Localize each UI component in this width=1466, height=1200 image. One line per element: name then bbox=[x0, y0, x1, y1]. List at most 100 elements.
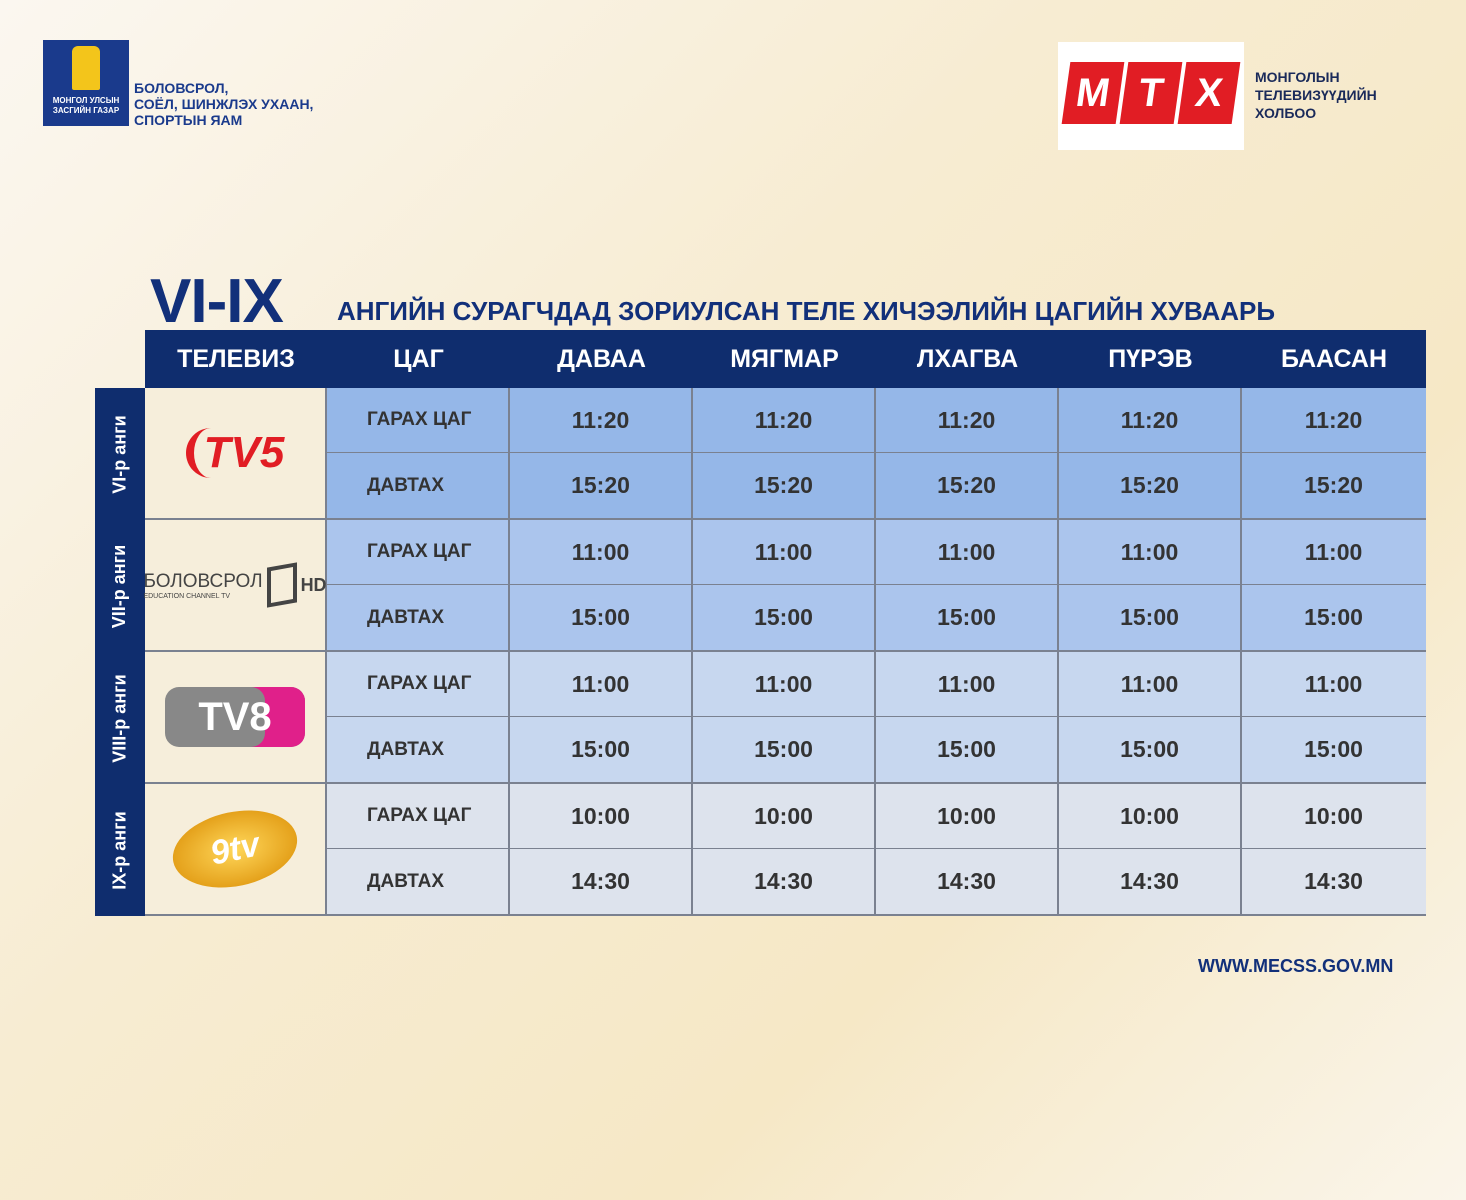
channel-name: БОЛОВСРОЛ bbox=[143, 570, 263, 592]
time-cell: 15:00 bbox=[1304, 604, 1363, 630]
channel-logo: TV8 bbox=[145, 652, 327, 782]
time-cell: 15:00 bbox=[876, 585, 1059, 650]
time-cell: 15:00 bbox=[693, 585, 876, 650]
time-cell: 10:00 bbox=[693, 784, 876, 848]
time-cell: 11:00 bbox=[876, 520, 1059, 584]
time-cell: 10:00 bbox=[876, 784, 1059, 848]
time-block: ГАРАХ ЦАГ 11:00 11:00 11:00 11:00 11:00 ДАВТАХ… bbox=[327, 652, 1426, 782]
time-cell: 15:20 bbox=[510, 453, 693, 518]
channel-sub: EDUCATION CHANNEL TV bbox=[143, 592, 231, 600]
grade-text: VI-р анги bbox=[109, 414, 130, 494]
time-type-label: ГАРАХ ЦАГ bbox=[327, 652, 510, 716]
time-cell: 11:20 bbox=[1059, 388, 1242, 452]
header-thursday: ПҮРЭВ bbox=[1108, 344, 1193, 373]
boloovsrol-logo: БОЛОВСРОЛ EDUCATION CHANNEL TV HD bbox=[143, 562, 327, 608]
time-block: ГАРАХ ЦАГ 11:00 11:00 11:00 11:00 11:00 ДАВТАХ… bbox=[327, 520, 1426, 650]
tv5-logo: TV5 bbox=[185, 428, 284, 478]
grade-text: VII-р анги bbox=[109, 544, 130, 628]
schedule-title: АНГИЙН СУРАГЧДАД ЗОРИУЛСАН ТЕЛЕ ХИЧЭЭЛИЙ… bbox=[337, 296, 1276, 326]
grade-text: VIII-р анги bbox=[109, 673, 130, 763]
time-type-label: ДАВТАХ bbox=[327, 453, 510, 518]
time-cell: 11:20 bbox=[693, 388, 876, 452]
repeat-row: ДАВТАХ 15:20 15:20 15:20 15:20 15:20 bbox=[327, 453, 1426, 518]
time-type-label: ДАВТАХ bbox=[327, 717, 510, 782]
hd-label: HD bbox=[300, 574, 327, 595]
time-cell: 11:00 bbox=[876, 652, 1059, 716]
time-type-label: ГАРАХ ЦАГ bbox=[327, 388, 510, 452]
time-cell: 11:00 bbox=[693, 520, 876, 584]
repeat-row: ДАВТАХ 15:00 15:00 15:00 15:00 15:00 bbox=[327, 585, 1426, 650]
time-cell: 11:20 bbox=[510, 388, 693, 452]
grade-label: VIII-р анги bbox=[95, 652, 145, 784]
mtx-letter: Х bbox=[1177, 62, 1241, 124]
time-cell: 11:00 bbox=[510, 652, 693, 716]
mtx-letter: Т bbox=[1119, 62, 1183, 124]
table-row: TV5 ГАРАХ ЦАГ 11:20 11:20 11:20 11:20 11:20 ДАВ… bbox=[145, 388, 1426, 520]
time-block: ГАРАХ ЦАГ 10:00 10:00 10:00 10:00 10:00 ДАВТАХ… bbox=[327, 784, 1426, 914]
time-cell: 11:20 bbox=[1304, 406, 1363, 433]
time-cell: 11:00 bbox=[1059, 520, 1242, 584]
time-type-label: ГАРАХ ЦАГ bbox=[327, 784, 510, 848]
website-url: WWW.MECSS.GOV.MN bbox=[1198, 956, 1394, 976]
repeat-row: ДАВТАХ 14:30 14:30 14:30 14:30 14:30 bbox=[327, 849, 1426, 914]
premiere-row: ГАРАХ ЦАГ 11:20 11:20 11:20 11:20 11:20 bbox=[327, 388, 1426, 453]
time-cell: 11:00 bbox=[1304, 670, 1363, 697]
time-cell: 15:00 bbox=[876, 717, 1059, 782]
grade-label: IX-р анги bbox=[95, 784, 145, 916]
time-cell: 15:20 bbox=[1059, 453, 1242, 518]
header-time: ЦАГ bbox=[393, 344, 444, 373]
premiere-row: ГАРАХ ЦАГ 11:00 11:00 11:00 11:00 11:00 bbox=[327, 652, 1426, 717]
channel-logo: БОЛОВСРОЛ EDUCATION CHANNEL TV HD bbox=[143, 520, 327, 650]
grade-label: VII-р анги bbox=[95, 520, 145, 652]
time-cell: 10:00 bbox=[1304, 802, 1363, 829]
time-cell: 11:20 bbox=[876, 388, 1059, 452]
channel-text: БОЛОВСРОЛ EDUCATION CHANNEL TV bbox=[143, 571, 262, 600]
grade-text: IX-р анги bbox=[109, 810, 130, 890]
header-friday: БААСАН bbox=[1280, 344, 1388, 373]
header-tuesday: МЯГМАР bbox=[730, 344, 839, 373]
time-cell: 11:00 bbox=[510, 520, 693, 584]
mtx-name: МОНГОЛЫН ТЕЛЕВИЗҮҮДИЙН ХОЛБОО bbox=[1255, 69, 1377, 121]
time-cell: 15:00 bbox=[1304, 736, 1363, 762]
header-wednesday: ЛХАГВА bbox=[916, 344, 1019, 373]
soyombo-icon bbox=[72, 46, 100, 90]
time-cell: 15:20 bbox=[876, 453, 1059, 518]
channel-logo: TV5 bbox=[145, 388, 327, 518]
time-cell: 14:30 bbox=[693, 849, 876, 914]
mtx-letter: М bbox=[1061, 62, 1125, 124]
tv8-logo: TV8 bbox=[165, 687, 305, 747]
header-monday: ДАВАА bbox=[557, 344, 646, 373]
grade-label: VI-р анги bbox=[95, 388, 145, 520]
time-cell: 10:00 bbox=[510, 784, 693, 848]
table-row: БОЛОВСРОЛ EDUCATION CHANNEL TV HD ГАРАХ ЦАГ… bbox=[143, 520, 1426, 652]
table-row: 9tv ГАРАХ ЦАГ 10:00 10:00 10:00 10:00 10:00 ДАВ… bbox=[145, 784, 1426, 916]
e-icon bbox=[266, 562, 297, 608]
time-cell: 15:20 bbox=[1304, 472, 1363, 498]
time-cell: 14:30 bbox=[1059, 849, 1242, 914]
time-cell: 15:20 bbox=[693, 453, 876, 518]
time-type-label: ДАВТАХ bbox=[327, 849, 510, 914]
time-cell: 11:00 bbox=[1059, 652, 1242, 716]
grade-column: VI-р анги VII-р анги VIII-р анги IX-р анги bbox=[95, 388, 145, 916]
time-cell: 11:00 bbox=[693, 652, 876, 716]
repeat-row: ДАВТАХ 15:00 15:00 15:00 15:00 15:00 bbox=[327, 717, 1426, 782]
time-cell: 10:00 bbox=[1059, 784, 1242, 848]
schedule-table: TV5 ГАРАХ ЦАГ 11:20 11:20 11:20 11:20 11:20 ДАВ… bbox=[143, 388, 1426, 916]
mtx-logo: М Т Х bbox=[1058, 42, 1244, 150]
premiere-row: ГАРАХ ЦАГ 10:00 10:00 10:00 10:00 10:00 bbox=[327, 784, 1426, 849]
time-block: ГАРАХ ЦАГ 11:20 11:20 11:20 11:20 11:20 ДАВТАХ… bbox=[327, 388, 1426, 518]
premiere-row: ГАРАХ ЦАГ 11:00 11:00 11:00 11:00 11:00 bbox=[327, 520, 1426, 585]
table-row: TV8 ГАРАХ ЦАГ 11:00 11:00 11:00 11:00 11:00 ДАВ… bbox=[145, 652, 1426, 784]
channel-logo: 9tv bbox=[145, 784, 327, 914]
time-cell: 15:00 bbox=[693, 717, 876, 782]
header-channel: ТЕЛЕВИЗ bbox=[177, 344, 295, 373]
grades-title: VI-IX bbox=[150, 267, 284, 336]
time-type-label: ДАВТАХ bbox=[327, 585, 510, 650]
time-cell: 15:00 bbox=[510, 717, 693, 782]
time-cell: 14:30 bbox=[876, 849, 1059, 914]
time-cell: 11:00 bbox=[1304, 538, 1363, 565]
time-cell: 14:30 bbox=[1304, 868, 1363, 894]
table-header: ТЕЛЕВИЗ ЦАГ ДАВАА МЯГМАР ЛХАГВА ПҮРЭВ БА… bbox=[145, 330, 1426, 388]
time-type-label: ГАРАХ ЦАГ bbox=[327, 520, 510, 584]
time-cell: 14:30 bbox=[510, 849, 693, 914]
